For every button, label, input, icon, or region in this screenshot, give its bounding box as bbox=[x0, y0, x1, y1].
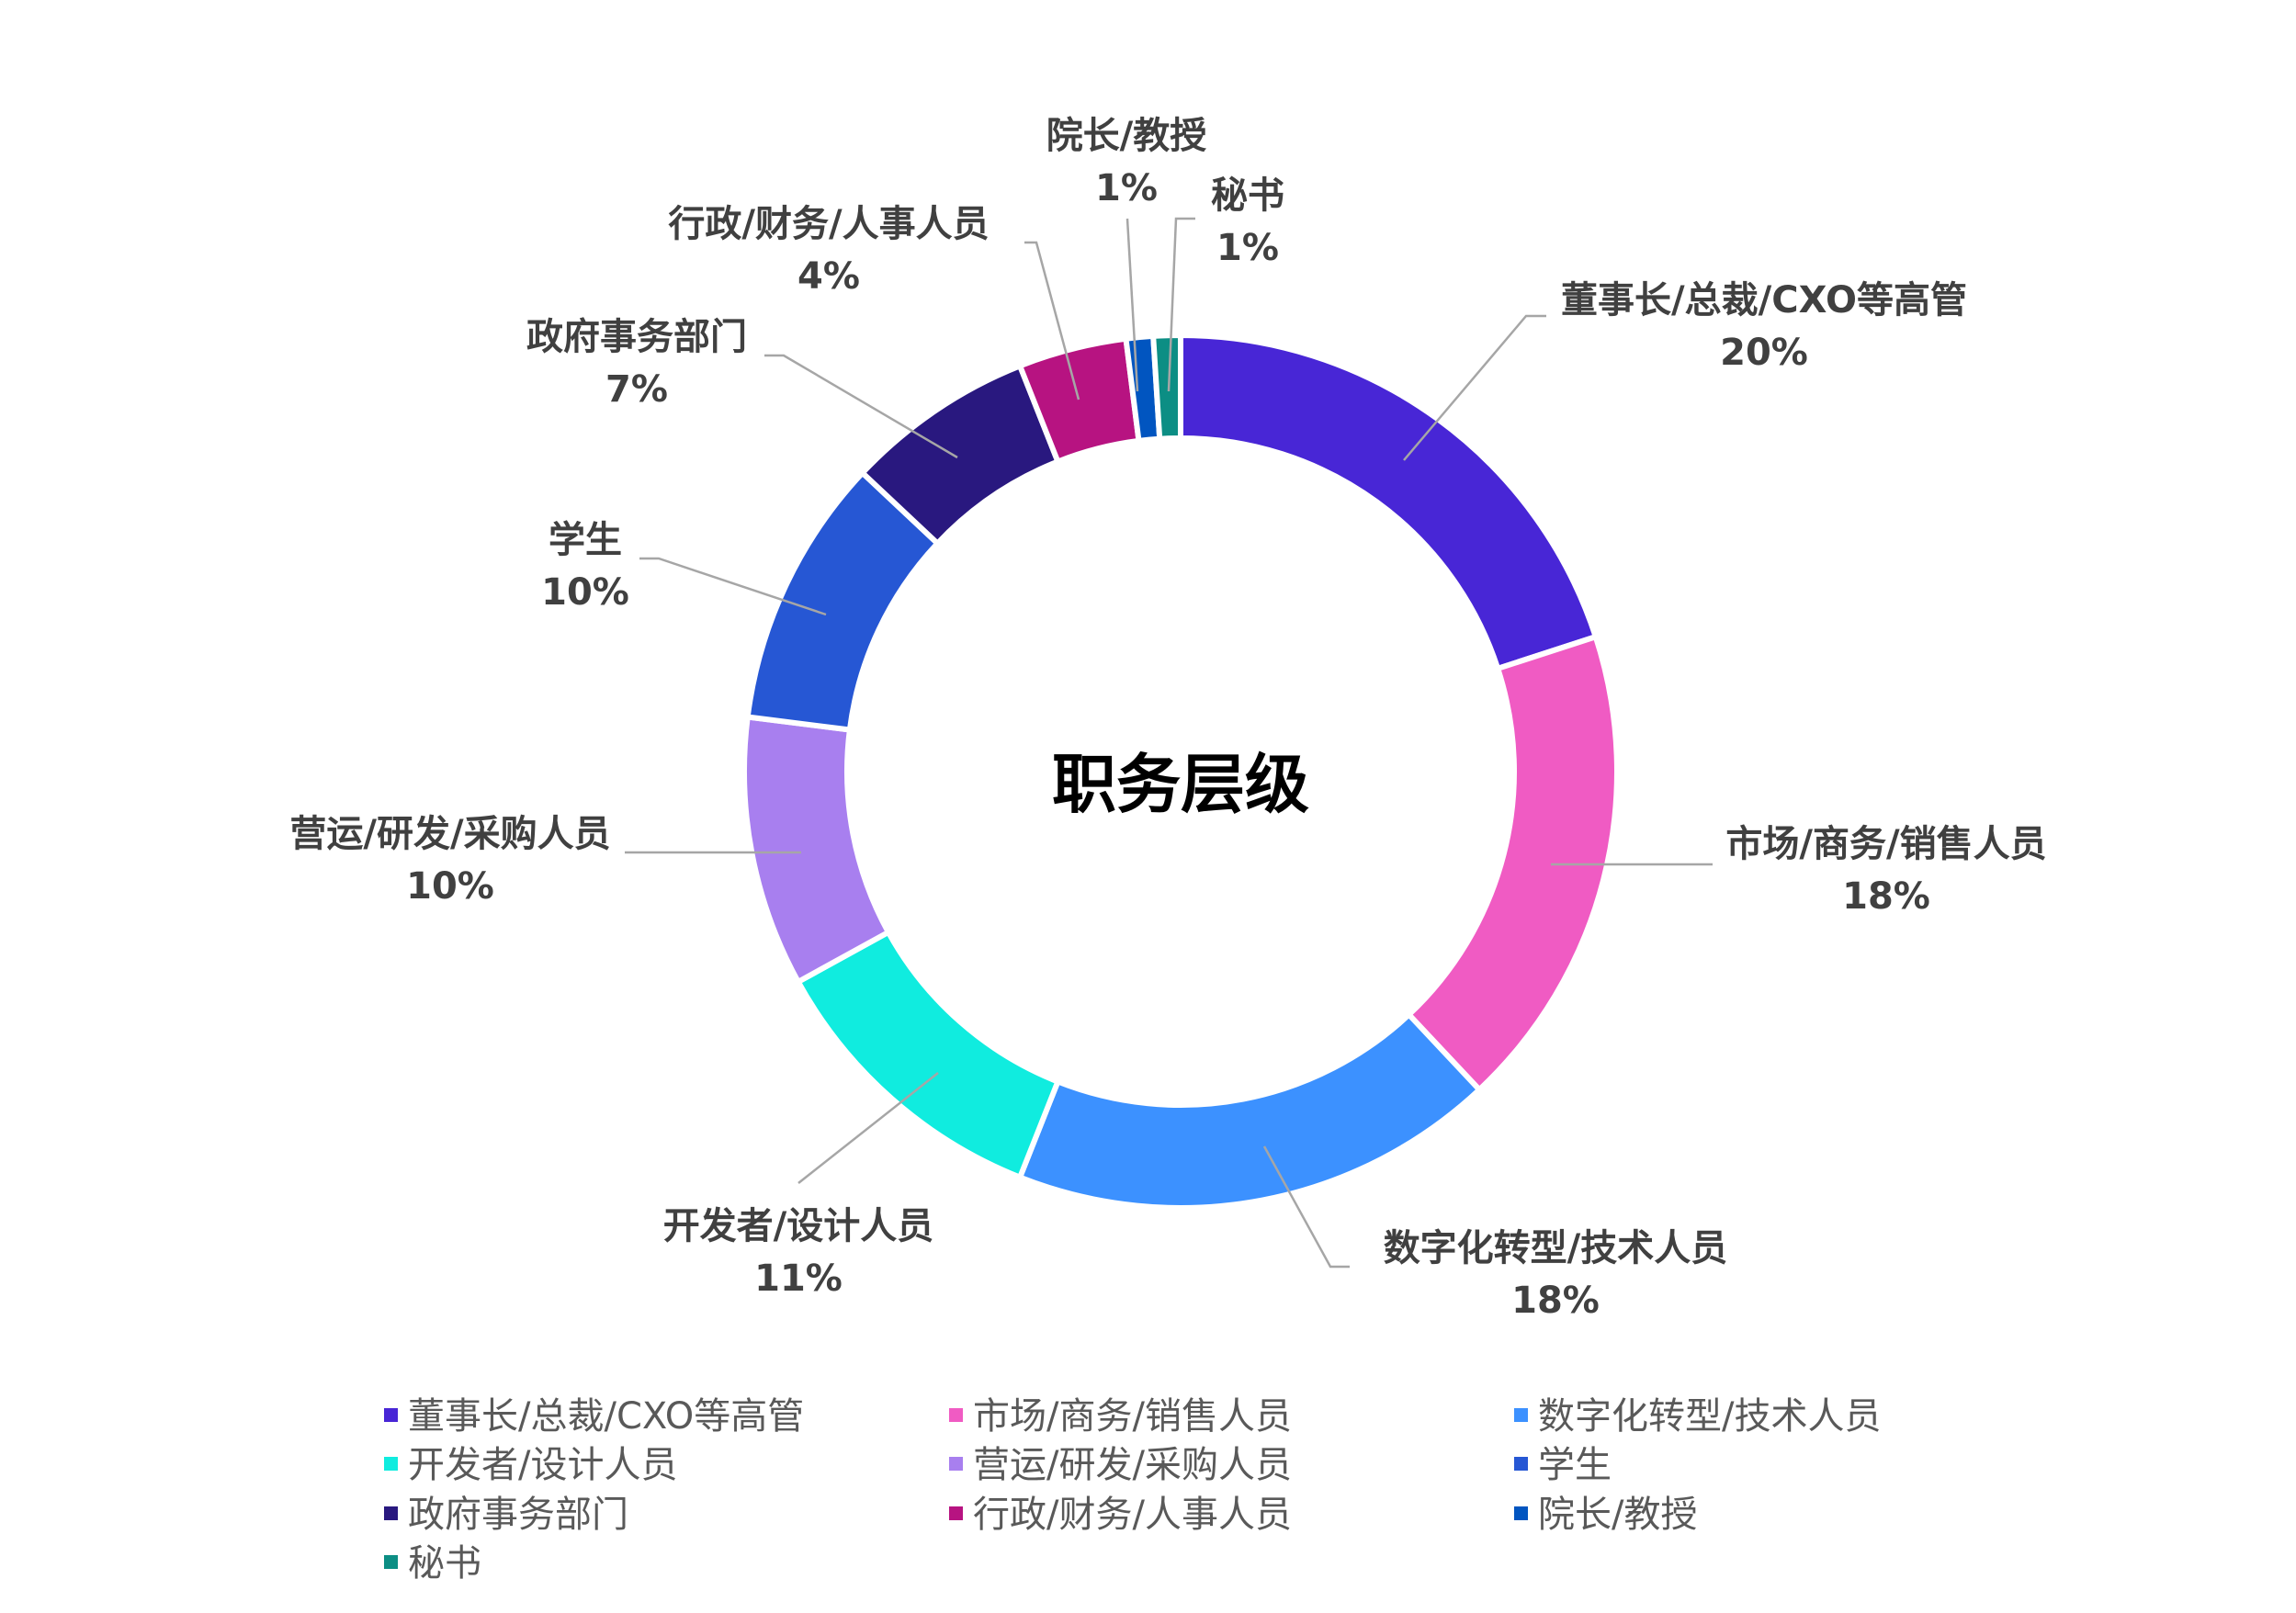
data-label-category: 董事长/总裁/CXO等高管 bbox=[1561, 279, 1967, 321]
legend-item: 行政/财务/人事人员 bbox=[949, 1494, 1292, 1536]
legend-label: 秘书 bbox=[408, 1542, 481, 1585]
data-label-value: 10% bbox=[541, 571, 629, 614]
leader-lines bbox=[625, 217, 1713, 1269]
legend-item: 数字化转型/技术人员 bbox=[1514, 1395, 1881, 1438]
leader-line-2 bbox=[1262, 1145, 1350, 1269]
data-label-category: 秘书 bbox=[1211, 175, 1284, 217]
slice-3 bbox=[794, 928, 1062, 1181]
legend-item: 秘书 bbox=[384, 1542, 481, 1585]
slice-4 bbox=[741, 714, 892, 986]
legend-item: 政府事务部门 bbox=[384, 1494, 628, 1536]
legend-label: 董事长/总裁/CXO等高管 bbox=[408, 1395, 804, 1438]
data-labels: 董事长/总裁/CXO等高管 20% 市场/商务/销售人员 18% 数字化转型/技术人员 1… bbox=[289, 115, 2046, 1322]
leader-line-3 bbox=[797, 1072, 939, 1184]
data-label-value: 1% bbox=[1216, 227, 1279, 269]
data-label-category: 政府事务部门 bbox=[526, 316, 747, 358]
slice-2 bbox=[1016, 1010, 1484, 1211]
leader-line-5 bbox=[639, 557, 827, 616]
legend-label: 数字化转型/技术人员 bbox=[1538, 1395, 1881, 1438]
legend-swatch bbox=[384, 1408, 398, 1422]
leader-line-7 bbox=[1024, 241, 1080, 400]
legend-label: 市场/商务/销售人员 bbox=[973, 1395, 1292, 1438]
data-label-value: 4% bbox=[797, 255, 860, 298]
legend-label: 营运/研发/采购人员 bbox=[973, 1444, 1292, 1486]
data-label-category: 营运/研发/采购人员 bbox=[289, 813, 610, 855]
legend-swatch bbox=[949, 1457, 963, 1471]
slice-9 bbox=[1149, 332, 1183, 442]
slice-0 bbox=[1178, 332, 1600, 672]
legend-label: 开发者/设计人员 bbox=[408, 1444, 677, 1486]
data-label-category: 市场/商务/销售人员 bbox=[1725, 823, 2046, 865]
data-label-category: 学生 bbox=[549, 519, 622, 561]
legend-label: 政府事务部门 bbox=[408, 1494, 628, 1536]
data-label-value: 7% bbox=[605, 368, 668, 411]
legend-item: 市场/商务/销售人员 bbox=[949, 1395, 1292, 1438]
legend-swatch bbox=[384, 1457, 398, 1471]
data-label-category: 数字化转型/技术人员 bbox=[1384, 1227, 1728, 1269]
data-label-category: 行政/财务/人事人员 bbox=[668, 203, 989, 245]
legend-swatch bbox=[384, 1555, 398, 1569]
legend-item: 营运/研发/采购人员 bbox=[949, 1444, 1292, 1486]
legend-label: 院长/教授 bbox=[1538, 1494, 1697, 1536]
data-label-value: 1% bbox=[1095, 167, 1158, 209]
data-label-value: 18% bbox=[1842, 875, 1930, 918]
leader-line-9 bbox=[1167, 217, 1195, 392]
data-label-value: 10% bbox=[406, 865, 494, 908]
legend-item: 董事长/总裁/CXO等高管 bbox=[384, 1395, 804, 1438]
leader-line-0 bbox=[1403, 314, 1546, 461]
data-label-value: 18% bbox=[1511, 1280, 1600, 1322]
leader-line-8 bbox=[1125, 218, 1139, 392]
slices bbox=[741, 332, 1620, 1211]
legend-swatch bbox=[384, 1506, 398, 1520]
legend-item: 学生 bbox=[1514, 1444, 1612, 1486]
legend-item: 院长/教授 bbox=[1514, 1494, 1697, 1536]
legend-swatch bbox=[949, 1408, 963, 1422]
slice-1 bbox=[1405, 633, 1620, 1094]
data-label-value: 11% bbox=[754, 1258, 843, 1300]
legend: 董事长/总裁/CXO等高管 市场/商务/销售人员 数字化转型/技术人员开发者/设计人… bbox=[384, 1395, 1881, 1585]
legend-swatch bbox=[1514, 1408, 1528, 1422]
legend-swatch bbox=[1514, 1457, 1528, 1471]
chart-title: 职务层级 bbox=[1052, 747, 1309, 822]
data-label-category: 院长/教授 bbox=[1046, 115, 1207, 157]
legend-label: 学生 bbox=[1538, 1444, 1612, 1486]
leader-line-6 bbox=[764, 354, 958, 459]
legend-item: 开发者/设计人员 bbox=[384, 1444, 677, 1486]
legend-swatch bbox=[949, 1506, 963, 1520]
data-label-category: 开发者/设计人员 bbox=[663, 1205, 934, 1247]
legend-swatch bbox=[1514, 1506, 1528, 1520]
legend-label: 行政/财务/人事人员 bbox=[973, 1494, 1292, 1536]
data-label-value: 20% bbox=[1720, 332, 1808, 374]
